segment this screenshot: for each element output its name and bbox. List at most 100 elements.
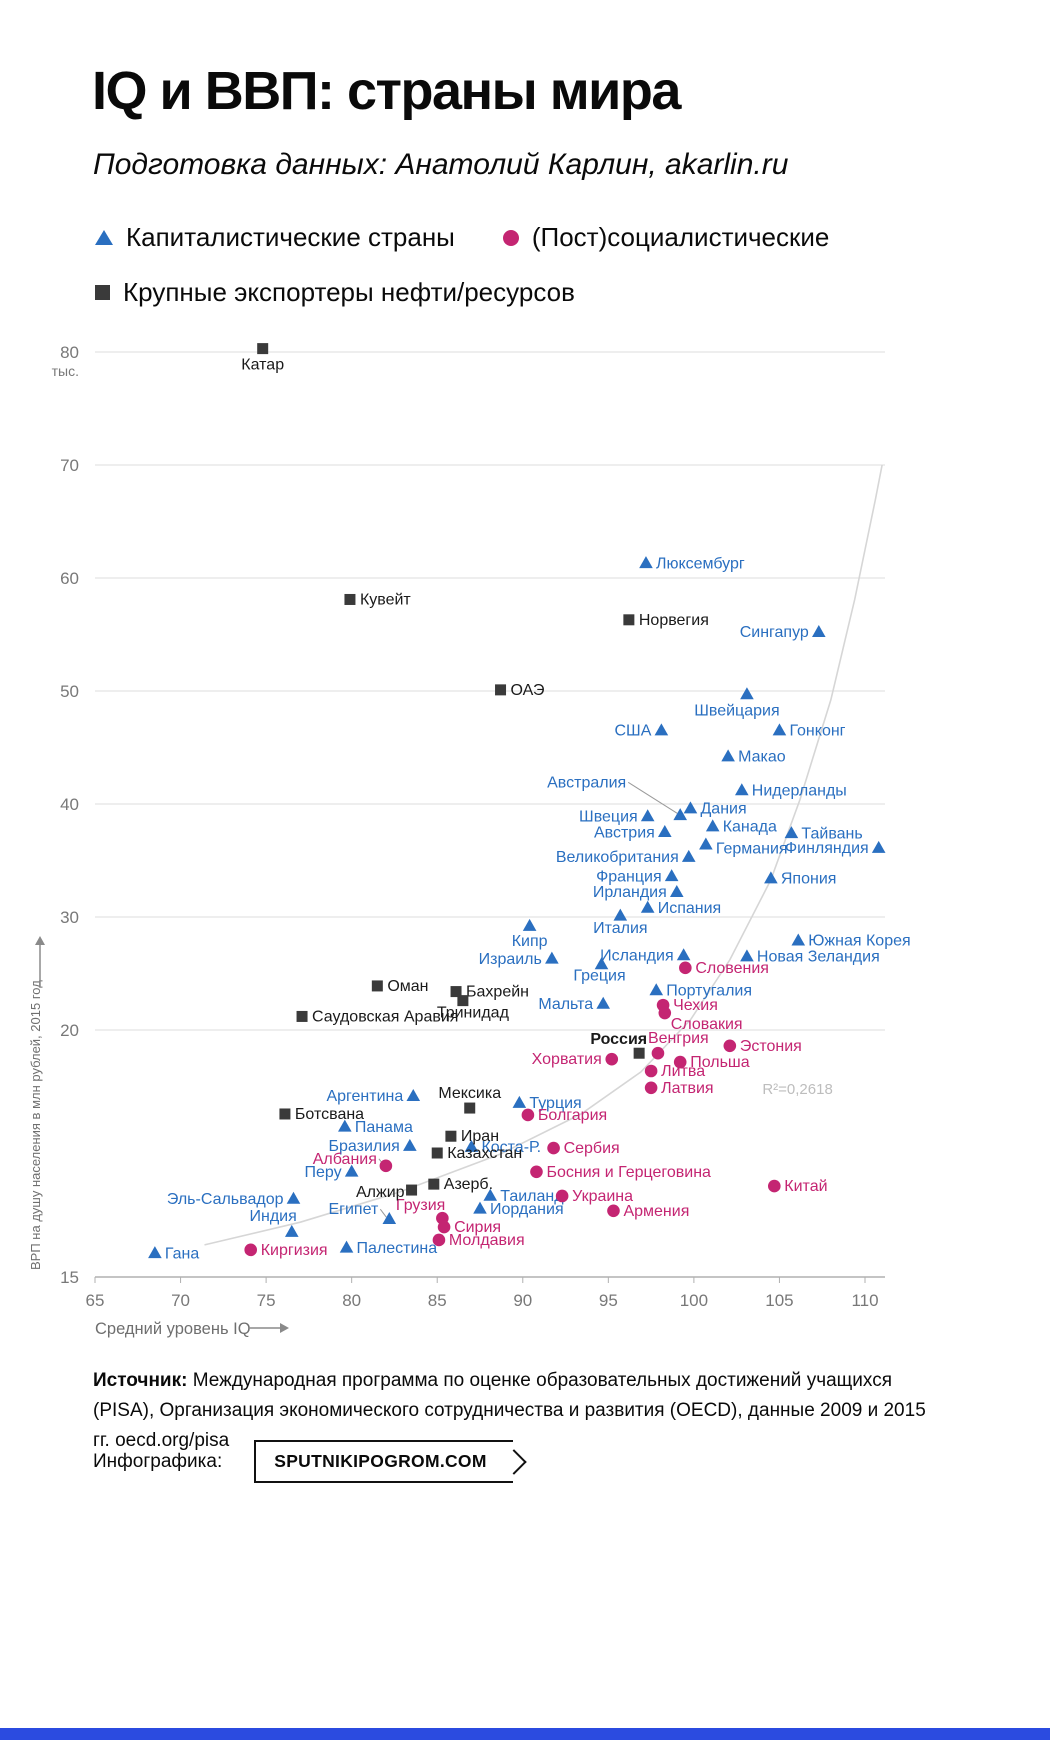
label-Гонконг: Гонконг [789,723,845,740]
point-Тайвань [784,826,799,839]
point-Нидерланды [735,783,749,796]
point-Кувейт [344,593,356,605]
leader-line-Австралия [627,781,678,814]
point-Индия [284,1224,299,1237]
label-Португалия: Португалия [666,982,752,999]
point-Аргентина [406,1088,421,1101]
point-Кипр [522,918,537,931]
point-Алжир [406,1184,418,1196]
label-Коста-Р.: Коста-Р. [481,1139,541,1156]
point-Ботсвана [279,1108,291,1120]
x-tick-label-70: 70 [171,1291,190,1310]
point-Гонконг [772,723,787,736]
page-subtitle: Подготовка данных: Анатолий Карлин, akar… [93,148,789,181]
label-Ирландия: Ирландия [593,884,667,901]
point-Турция [512,1095,527,1108]
label-Греция: Греция [573,967,625,984]
x-tick-label-110: 110 [851,1291,878,1310]
x-tick-label-90: 90 [513,1291,532,1310]
label-Бахрейн: Бахрейн [466,984,529,1001]
point-Палестина [339,1240,354,1253]
point-Южная Корея [791,933,806,946]
point-Япония [764,871,778,884]
legend-item-oil: Крупные экспортеры нефти/ресурсов [95,277,575,308]
point-Макао [721,749,735,762]
label-Саудовская Аравия: Саудовская Аравия [312,1008,458,1025]
label-Иран: Иран [461,1128,499,1145]
point-Канада [705,819,720,832]
point-Китай [768,1179,781,1193]
source-label: Источник: [93,1370,188,1391]
point-Сирия [437,1220,451,1234]
y-tick-label-40: 40 [60,795,79,814]
point-Армения [607,1204,620,1218]
point-Ирландия [669,884,684,897]
point-Египет [382,1212,397,1225]
label-Турция: Турция [529,1095,581,1112]
x-tick-label-100: 100 [680,1291,708,1310]
point-ОАЭ [495,684,507,696]
label-Австрия: Австрия [594,824,655,841]
point-Эстония [723,1039,737,1053]
point-Киргизия [244,1243,258,1257]
point-Австралия [673,808,687,821]
label-Тринидад: Тринидад [437,1005,510,1022]
y-axis-arrowhead [35,936,45,945]
x-tick-label-95: 95 [599,1291,618,1310]
square-marker-icon [95,285,110,300]
label-Алжир: Алжир [356,1184,405,1201]
legend-row: Крупные экспортеры нефти/ресурсов [95,277,829,308]
label-Япония: Япония [781,871,837,888]
infographic-credit: Инфографика: SPUTNIKIPOGROM.COM [93,1440,513,1483]
point-Польша [673,1055,687,1069]
x-tick-label-65: 65 [86,1291,105,1310]
label-Макао: Макао [738,749,786,766]
point-Бразилия [403,1138,417,1151]
point-Дания [683,801,698,814]
x-axis-label: Средний уровень IQ [95,1320,251,1338]
point-Босния и Герцеговина [530,1165,543,1179]
footer-accent-bar [0,1728,1050,1740]
point-Катар [257,343,269,355]
point-Португалия [649,983,664,996]
point-Бахрейн [450,986,462,998]
y-tick-label-70: 70 [60,456,79,475]
point-Германия [699,837,713,850]
point-Швейцария [740,687,754,700]
point-Болгария [521,1108,535,1122]
label-Южная Корея: Южная Корея [808,933,910,950]
point-Израиль [545,951,559,964]
legend-label-oil: Крупные экспортеры нефти/ресурсов [123,277,575,307]
legend-row: Капиталистические страны (Пост)социалист… [95,222,829,253]
point-Франция [664,869,679,882]
label-Венгрия: Венгрия [648,1030,709,1047]
legend-item-capitalist: Капиталистические страны [95,222,455,253]
r2-annotation: R²=0,2618 [762,1081,832,1098]
label-Литва: Литва [661,1063,705,1080]
label-Сирия: Сирия [454,1219,501,1236]
point-Мальта [596,996,610,1009]
source-note: Источник: Международная программа по оце… [93,1366,938,1456]
label-Эстония: Эстония [740,1038,802,1055]
point-Новая Зеландия [740,949,754,962]
point-Люксембург [639,556,653,569]
label-Казахстан: Казахстан [447,1145,522,1162]
leader-line-Египет [379,1208,387,1218]
point-Азерб. [428,1178,440,1190]
point-Испания [640,900,655,913]
label-Оман: Оман [387,978,428,995]
brand-badge: SPUTNIKIPOGROM.COM [254,1440,513,1483]
point-Венгрия [651,1046,665,1060]
label-Палестина: Палестина [357,1240,438,1257]
label-Сингапур: Сингапур [740,624,809,641]
point-Коста-Р. [464,1139,479,1152]
point-Иран [445,1130,457,1142]
point-Оман [371,980,383,992]
label-Словения: Словения [695,960,769,977]
label-Нидерланды: Нидерланды [752,782,847,799]
legend-item-socialist: (Пост)социалистические [502,222,829,253]
page-title: IQ и ВВП: страны мира [92,61,681,121]
label-Грузия: Грузия [396,1197,445,1214]
label-Иордания: Иордания [490,1201,564,1218]
